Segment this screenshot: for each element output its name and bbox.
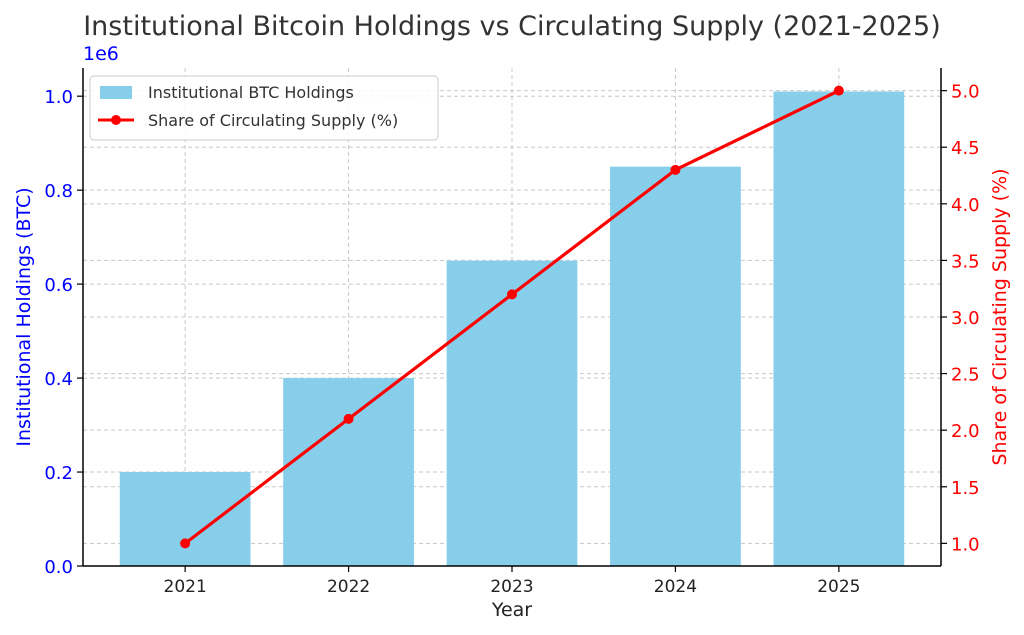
left-axis-ticks: 0.0 0.2 0.4 0.6 0.8 1.0 <box>44 87 83 578</box>
x-tick-label-2023: 2023 <box>490 577 533 597</box>
left-tick-label-3: 0.6 <box>44 275 73 296</box>
left-tick-label-5: 1.0 <box>44 87 73 108</box>
left-axis-label: Institutional Holdings (BTC) <box>13 187 35 446</box>
x-axis-ticks: 2021 2022 2023 2024 2025 <box>164 566 860 597</box>
right-tick-label-5: 3.5 <box>951 251 980 272</box>
legend: Institutional BTC Holdings Share of Circ… <box>89 75 439 141</box>
bar-2025 <box>773 91 905 566</box>
bar-2021 <box>119 472 251 566</box>
bar-2024 <box>610 166 741 566</box>
right-tick-label-3: 2.5 <box>951 365 980 386</box>
left-tick-label-0: 0.0 <box>44 557 73 578</box>
x-tick-label-2024: 2024 <box>654 577 697 597</box>
right-tick-label-0: 1.0 <box>951 534 980 555</box>
right-axis-ticks: 1.0 1.5 2.0 2.5 3.0 3.5 4.0 4.5 5.0 <box>941 82 980 555</box>
bar-2022 <box>283 378 414 566</box>
right-tick-label-4: 3.0 <box>951 308 980 329</box>
right-tick-label-6: 4.0 <box>951 195 980 216</box>
point-2022 <box>343 413 354 424</box>
point-2023 <box>507 289 517 300</box>
right-axis-label: Share of Circulating Supply (%) <box>989 168 1011 465</box>
point-2024 <box>670 164 681 175</box>
right-tick-label-8: 5.0 <box>951 82 980 103</box>
left-tick-label-2: 0.4 <box>44 369 73 390</box>
left-axis-offset-label: 1e6 <box>83 43 119 65</box>
x-tick-label-2021: 2021 <box>164 577 207 597</box>
legend-swatch-marker <box>111 115 121 125</box>
legend-frame <box>89 75 439 141</box>
point-2021 <box>180 538 191 549</box>
right-tick-label-2: 2.0 <box>951 421 980 442</box>
x-tick-label-2025: 2025 <box>817 577 860 597</box>
right-tick-label-1: 1.5 <box>951 478 980 499</box>
right-tick-label-7: 4.5 <box>951 138 980 159</box>
chart-title: Institutional Bitcoin Holdings vs Circul… <box>83 11 941 42</box>
legend-label-bar: Institutional BTC Holdings <box>148 83 354 102</box>
legend-label-line: Share of Circulating Supply (%) <box>148 111 398 130</box>
point-2025 <box>833 85 844 96</box>
bar-2023 <box>446 260 578 566</box>
x-axis-label: Year <box>491 599 532 621</box>
left-tick-label-4: 0.8 <box>44 181 73 202</box>
line-series <box>180 85 844 549</box>
left-tick-label-1: 0.2 <box>44 463 73 484</box>
x-tick-label-2022: 2022 <box>327 577 370 597</box>
legend-swatch-bar <box>100 86 132 99</box>
bar-series <box>119 91 905 566</box>
